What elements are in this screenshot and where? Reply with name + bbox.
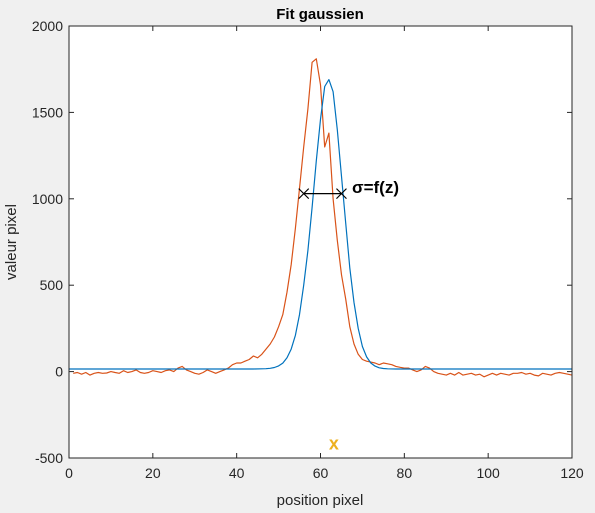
x-tick-label: 80 [397, 465, 413, 481]
sigma-end-cross [336, 188, 347, 200]
y-tick-label: -500 [35, 450, 63, 466]
x-tick-label: 120 [560, 465, 584, 481]
x-axis: 0 20 40 60 80 100 120 [65, 26, 584, 481]
y-axis-label: valeur pixel [3, 204, 20, 280]
y-tick-label: 1500 [32, 104, 63, 120]
x-marker-annotation: x [329, 433, 339, 453]
x-tick-label: 40 [229, 465, 245, 481]
x-axis-label: position pixel [277, 492, 364, 509]
x-tick-label: 0 [65, 465, 73, 481]
y-tick-label: 1000 [32, 191, 63, 207]
axes-background [69, 26, 572, 458]
x-tick-label: 100 [476, 465, 500, 481]
y-tick-label: 2000 [32, 18, 63, 34]
y-axis: -500 0 500 1000 1500 2000 [32, 18, 572, 466]
plot-area [69, 58, 573, 378]
annotations: σ=f(z) x [298, 178, 399, 453]
x-tick-label: 20 [145, 465, 161, 481]
sigma-annotation: σ=f(z) [352, 178, 399, 197]
sigma-end-cross [298, 188, 310, 200]
y-tick-label: 500 [40, 277, 64, 293]
series-data-line [73, 58, 573, 378]
y-tick-label: 0 [55, 364, 63, 380]
chart-title: Fit gaussien [276, 6, 364, 23]
x-tick-label: 60 [313, 465, 329, 481]
series-fit-line [69, 78, 572, 370]
